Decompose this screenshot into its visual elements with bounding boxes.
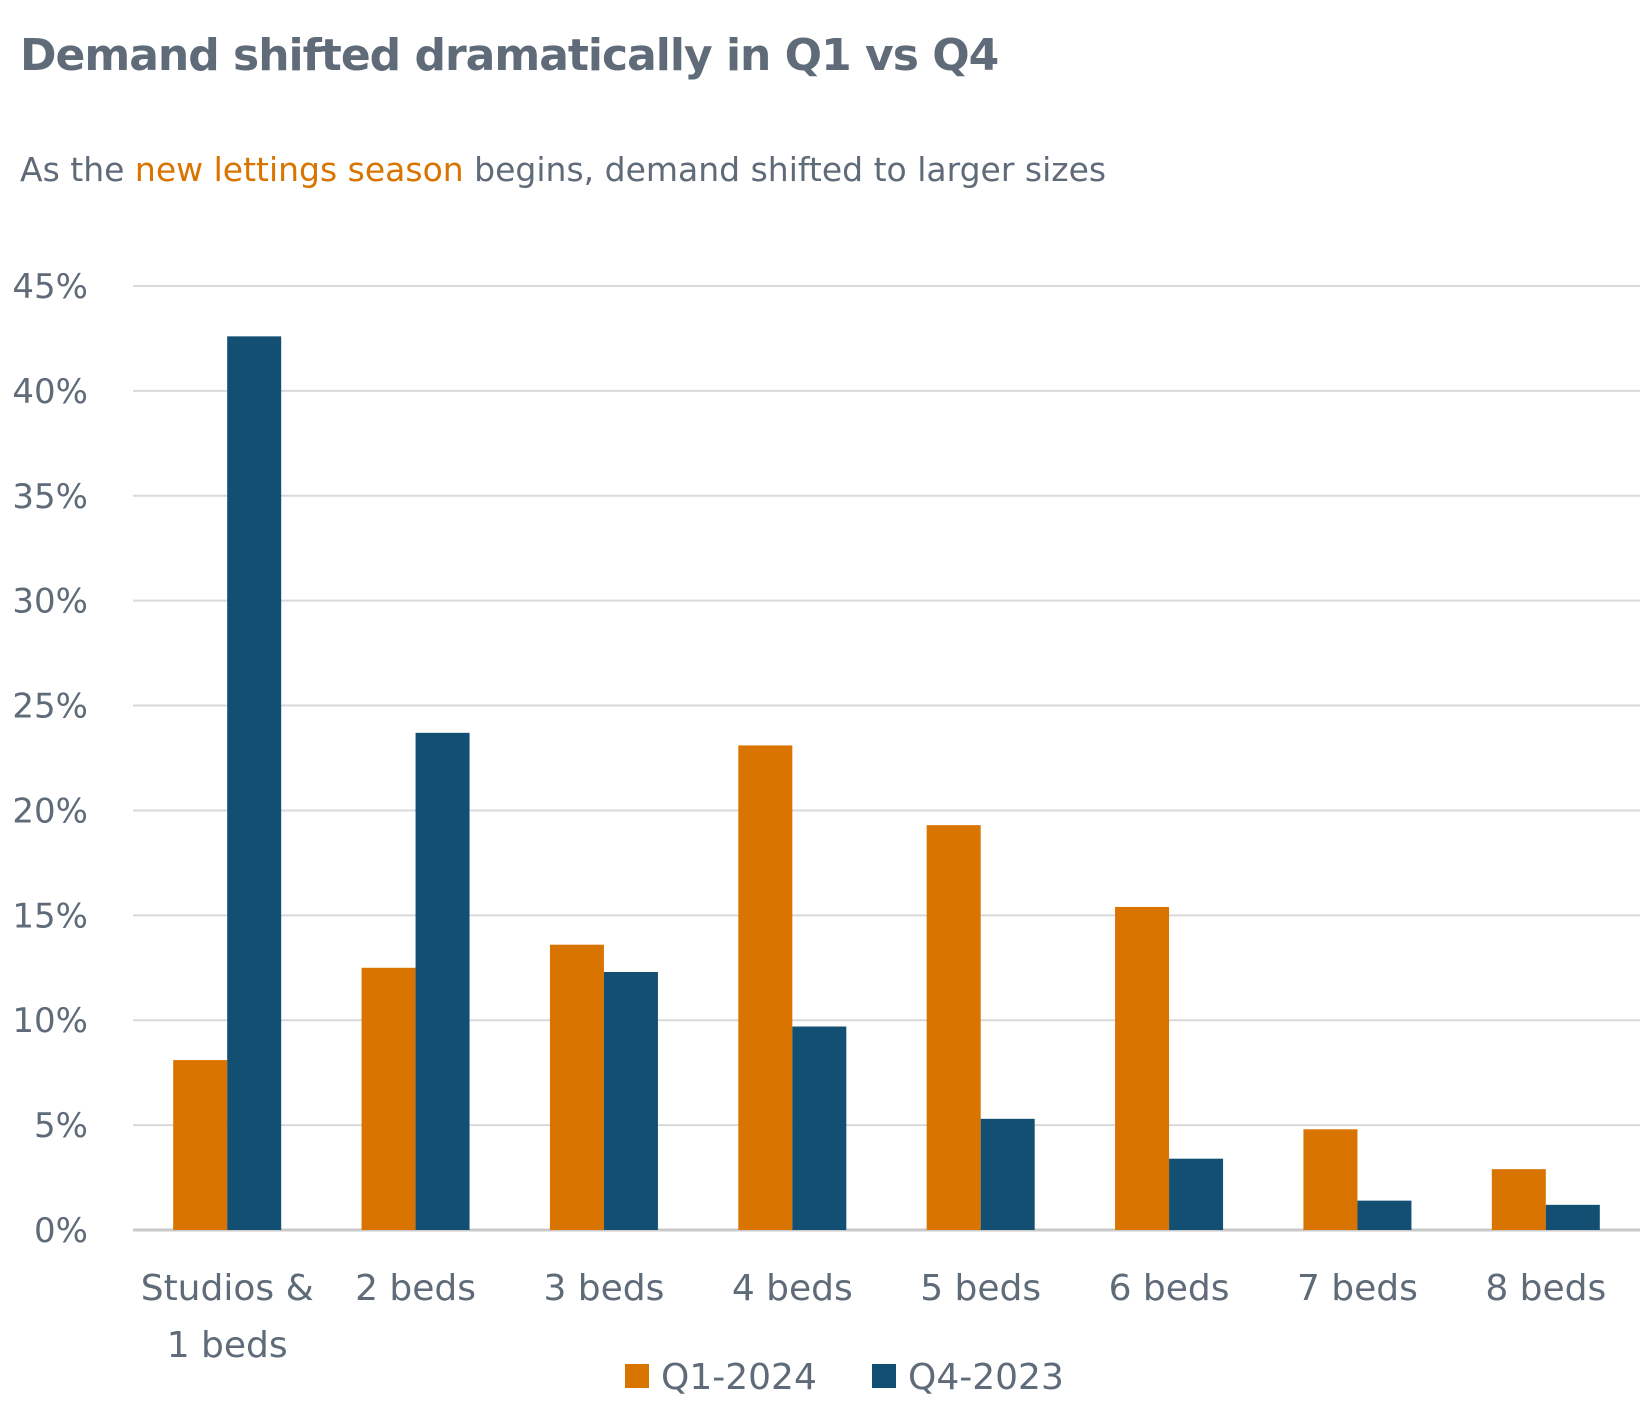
y-axis-ticks: 0% 5% 10% 15% 20% 25% 30% 35% 40% 45% [12,267,88,1251]
bar-q4-2023-7 [1545,1204,1600,1230]
subtitle-post: begins, demand shifted to larger sizes [463,150,1107,189]
x-tick-label: 7 beds [1297,1268,1418,1309]
y-tick-label: 20% [12,791,88,831]
legend: Q1-2024 Q4-2023 [625,1357,1064,1398]
bar-q4-2023-6 [1357,1200,1412,1230]
y-tick-label: 30% [12,582,88,622]
subtitle-highlight: new lettings season [134,150,464,189]
x-tick-label: Studios & 1 beds [141,1268,314,1366]
bar-q4-2023-2 [603,971,658,1230]
x-tick-label: 2 beds [355,1268,476,1309]
x-axis-ticks: Studios & 1 beds 2 beds 3 beds 4 beds 5 beds 6… [141,1268,1607,1366]
bar-q4-2023-0 [227,336,282,1230]
bar-q1-2024-4 [926,825,981,1230]
y-tick-label: 40% [12,372,88,412]
bar-q1-2024-7 [1491,1169,1546,1230]
bars [173,336,1600,1230]
y-tick-label: 0% [34,1211,88,1251]
bar-q1-2024-1 [361,967,416,1230]
bar-q4-2023-5 [1169,1158,1224,1230]
legend-label-q1-2024: Q1-2024 [661,1357,817,1398]
bar-q4-2023-4 [980,1118,1035,1230]
bar-q1-2024-0 [173,1060,228,1230]
x-tick-label: 5 beds [920,1268,1041,1309]
legend-label-q4-2023: Q4-2023 [908,1357,1064,1398]
y-tick-label: 5% [34,1106,88,1146]
bar-q1-2024-2 [549,944,604,1230]
legend-swatch-q4-2023 [872,1364,896,1388]
y-tick-label: 10% [12,1001,88,1041]
bar-q1-2024-6 [1303,1129,1358,1230]
y-tick-label: 35% [12,477,88,517]
x-tick-label: 4 beds [732,1268,853,1309]
y-tick-label: 15% [12,896,88,936]
bar-q4-2023-3 [792,1026,847,1230]
bar-q1-2024-3 [738,745,793,1230]
chart-title: Demand shifted dramatically in Q1 vs Q4 [20,30,999,81]
bar-q4-2023-1 [415,732,470,1230]
x-tick-label: 3 beds [543,1268,664,1309]
legend-swatch-q1-2024 [625,1364,649,1388]
chart-subtitle: As the new lettings season begins, deman… [20,150,1106,189]
y-tick-label: 45% [12,267,88,307]
bar-q1-2024-5 [1115,906,1170,1230]
gridlines [133,285,1640,1232]
y-tick-label: 25% [12,687,88,727]
x-tick-label: 8 beds [1485,1268,1606,1309]
subtitle-pre: As the [20,150,135,189]
x-tick-label: 6 beds [1109,1268,1230,1309]
